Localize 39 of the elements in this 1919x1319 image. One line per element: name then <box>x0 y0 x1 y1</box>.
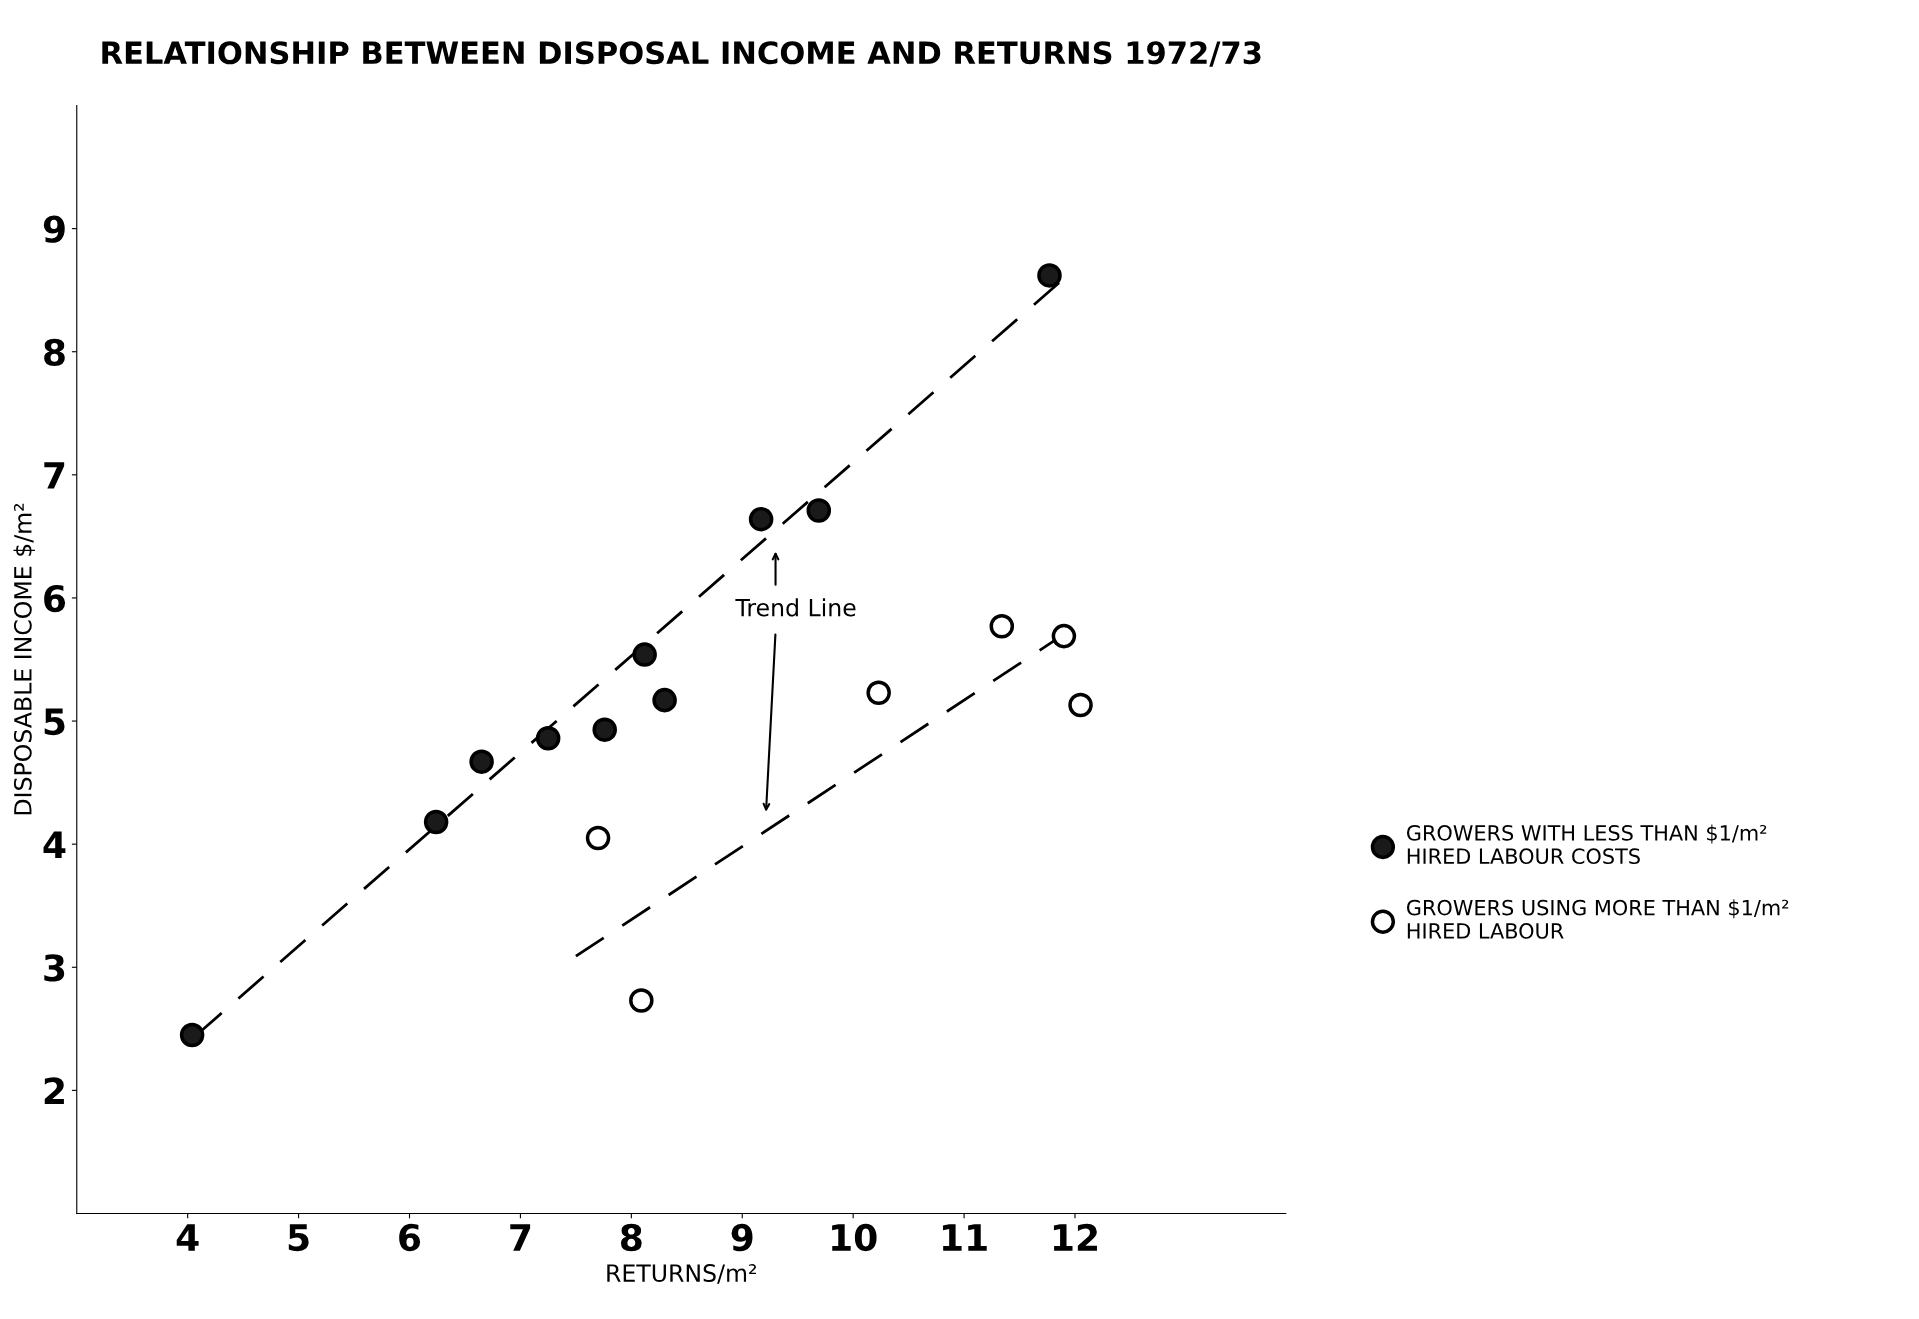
y-tick-label: 5 <box>44 708 65 736</box>
y-tick-label: 3 <box>44 954 65 982</box>
chart-title: RELATIONSHIP BETWEEN DISPOSAL INCOME AND RETURNS 1972/73 <box>102 41 1261 67</box>
y-tick-label: 4 <box>43 831 66 858</box>
legend-label: GROWERS USING MORE THAN $1/m² HIRED LABOUR <box>1406 899 1789 939</box>
x-tick-label: 9 <box>731 1223 753 1252</box>
point <box>535 726 561 751</box>
point <box>585 825 611 851</box>
point <box>632 642 657 667</box>
x-tick-label: 5 <box>288 1224 309 1252</box>
point <box>629 988 654 1013</box>
point <box>1068 692 1093 718</box>
point <box>652 687 677 713</box>
y-tick-label: 8 <box>44 338 65 366</box>
point <box>1051 623 1077 649</box>
point <box>179 1022 205 1048</box>
y-tick-label: 6 <box>44 584 66 613</box>
point <box>866 680 891 706</box>
annotation: Trend Line <box>735 598 856 617</box>
x-tick-label: 4 <box>176 1224 199 1251</box>
y-tick-label: 7 <box>44 462 65 489</box>
y-tick-label: 2 <box>44 1077 64 1105</box>
x-tick-label: 11 <box>943 1224 987 1251</box>
point <box>989 613 1015 639</box>
point <box>748 506 774 532</box>
point <box>806 498 832 523</box>
point <box>423 809 449 835</box>
x-tick-label: 10 <box>832 1223 877 1252</box>
legend-label: GROWERS WITH LESS THAN $1/m² HIRED LABOUR COSTS <box>1406 824 1767 865</box>
x-tick-label: 12 <box>1053 1223 1097 1251</box>
x-tick-label: 6 <box>399 1223 421 1252</box>
point <box>1037 263 1062 288</box>
point <box>592 717 617 742</box>
point <box>469 749 494 774</box>
x-tick-label: 7 <box>510 1224 531 1251</box>
y-tick-label: 9 <box>43 215 65 243</box>
x-axis-title: RETURNS/m² <box>607 1264 757 1284</box>
x-tick-label: 8 <box>620 1223 642 1252</box>
y-axis-title: DISPOSABLE INCOME $/m² <box>13 503 35 815</box>
